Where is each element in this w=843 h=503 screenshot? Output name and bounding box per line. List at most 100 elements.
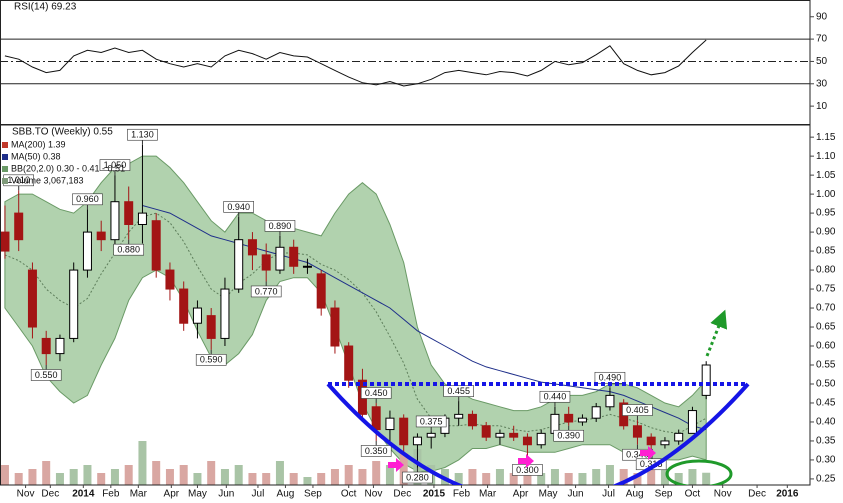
x-tick-label: Mar — [130, 489, 148, 500]
candle-body — [454, 413, 464, 419]
volume-bar — [660, 469, 669, 485]
plot-area: 1.130 1.050 1.010 0.960 0.880 0.940 0.890 0.770… — [0, 128, 711, 485]
annotation-box — [223, 201, 254, 213]
volume-bar — [179, 465, 188, 485]
annotation-label: 0.590 — [200, 355, 223, 365]
annotation-box — [72, 193, 103, 206]
annotation-label: 0.890 — [269, 221, 292, 231]
volume-bar — [702, 472, 711, 485]
candle-body — [509, 432, 519, 438]
volume-bar — [495, 469, 504, 485]
annotation-label: 0.960 — [76, 194, 99, 204]
annotation-box — [553, 429, 584, 442]
volume-bar — [550, 469, 559, 485]
candle-body — [577, 417, 587, 423]
candle-body — [660, 440, 670, 446]
panel-title: SBB.TO (Weekly) 0.55 — [12, 127, 113, 138]
annotation-label: 0.450 — [365, 388, 388, 398]
candle-body — [124, 201, 134, 225]
candle-body — [82, 231, 92, 271]
annotation-box — [127, 128, 158, 141]
candle-body — [14, 212, 24, 241]
candle-body — [247, 239, 257, 256]
legend-label: MA(50) 0.38 — [11, 151, 61, 161]
candle-body — [41, 337, 51, 355]
annotation-box — [360, 445, 392, 457]
arrow — [388, 458, 404, 472]
annotation-box — [539, 390, 571, 403]
x-tick-label: Dec — [748, 489, 766, 500]
volume-bar — [619, 469, 628, 485]
volume-bar — [578, 473, 587, 485]
volume-bar — [289, 473, 298, 485]
volume-bar — [633, 473, 642, 485]
candle-body — [591, 406, 601, 419]
annotation-label: 0.280 — [406, 472, 429, 482]
volume-bar — [28, 469, 37, 485]
y-tick-label: 0.25 — [816, 474, 836, 485]
x-tick-label: Aug — [626, 489, 644, 500]
x-tick-label: May — [188, 489, 207, 500]
candle-body — [151, 220, 161, 271]
candle-body — [371, 406, 381, 431]
volume-bar — [674, 473, 683, 485]
volume-bar — [399, 453, 408, 485]
candle-body — [234, 239, 244, 290]
candle-body — [275, 246, 285, 271]
breakout-arrow — [705, 309, 728, 357]
volume-bar — [42, 461, 51, 485]
annotation-box — [402, 471, 433, 484]
x-tick-label: Apr — [513, 489, 529, 500]
y-tick-label: 0.70 — [816, 303, 836, 314]
panel-frame — [0, 124, 811, 486]
candle-body — [632, 425, 642, 438]
candle-body — [467, 413, 477, 427]
candle-body — [412, 436, 422, 446]
x-tick-label: Aug — [277, 489, 295, 500]
x-tick-label: Jun — [568, 489, 584, 500]
annotation-label: 0.315 — [640, 459, 663, 469]
candle-body — [674, 432, 684, 442]
volume-bar — [55, 473, 64, 485]
y-tick-label: 30 — [816, 78, 828, 89]
volume-bar — [83, 465, 92, 485]
y-tick-label: 0.50 — [816, 379, 836, 390]
legend-label: Volume 3,067,183 — [11, 175, 84, 185]
legend-swatch — [2, 154, 8, 160]
volume-bar — [152, 461, 161, 485]
candle-body — [344, 345, 354, 381]
panel-title: RSI(14) 69.23 — [14, 2, 77, 13]
volume-bar — [330, 469, 339, 485]
candle-body — [192, 307, 202, 324]
x-tick-label: Apr — [164, 489, 180, 500]
x-tick-label: Mar — [479, 489, 497, 500]
candle-body — [0, 231, 10, 252]
annotation-box — [195, 354, 227, 366]
legend-swatch — [2, 178, 8, 184]
volume-bar — [509, 473, 518, 485]
candle-body — [426, 432, 436, 438]
y-tick-label: 0.60 — [816, 341, 836, 352]
annotation-label: 0.880 — [117, 245, 140, 255]
annotation-label: 1.050 — [104, 160, 127, 170]
volume-bar — [138, 441, 147, 485]
volume-bar — [262, 473, 271, 485]
candle-body — [110, 201, 120, 241]
x-tick-label: Sep — [655, 489, 673, 500]
volume-bar — [110, 469, 119, 485]
x-tick-label: Nov — [365, 489, 383, 500]
legend-swatch — [2, 142, 8, 148]
annotation-label: 0.940 — [227, 202, 250, 212]
y-tick-label: 0.90 — [816, 227, 836, 238]
annotation-label: 1.130 — [131, 130, 154, 140]
candle-body — [179, 288, 189, 324]
x-tick-label: Feb — [453, 489, 471, 500]
volume-bar — [372, 461, 381, 485]
x-tick-label: Jul — [252, 489, 265, 500]
candle-body — [646, 436, 656, 446]
volume-bar — [564, 473, 573, 485]
candle-body — [302, 265, 312, 268]
volume-bar — [468, 469, 477, 485]
